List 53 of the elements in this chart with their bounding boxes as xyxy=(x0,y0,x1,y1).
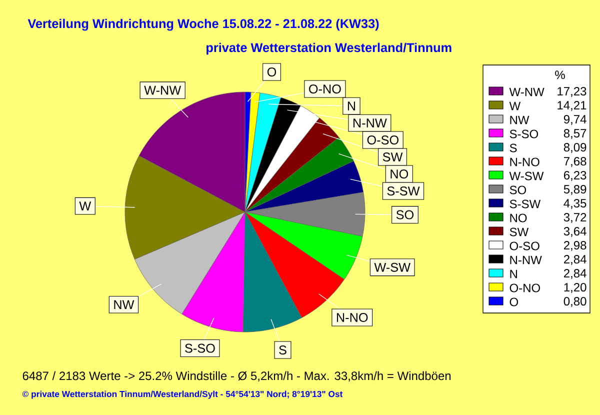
slice-label: S-SO xyxy=(185,344,215,353)
legend-label: O-NO xyxy=(510,284,540,292)
legend-label: SO xyxy=(510,186,526,194)
legend-label: O-SO xyxy=(510,242,540,250)
slice-label: S-SW xyxy=(387,186,420,196)
data-label: 14,21 xyxy=(558,101,586,111)
data-label: 8,09 xyxy=(564,143,586,153)
data-label: 2,98 xyxy=(564,241,586,251)
legend-label: W xyxy=(509,102,521,110)
chart-subtitle: private Wetterstation Westerland/Tinnum xyxy=(206,42,452,55)
legend-label: N-NW xyxy=(510,256,542,264)
data-label: 9,74 xyxy=(564,115,586,125)
data-label: 5,89 xyxy=(564,185,586,195)
slice-label: O-SO xyxy=(367,136,398,144)
slice-label: NO xyxy=(390,170,408,178)
slice-label: SO xyxy=(396,210,414,220)
legend-label: W-NW xyxy=(509,88,544,96)
legend-label: S-SO xyxy=(510,130,538,138)
data-label: 3,72 xyxy=(564,213,586,223)
slice-label: N xyxy=(348,102,356,110)
slice-label: O xyxy=(267,68,276,76)
data-label: 17,23 xyxy=(558,87,586,97)
data-label: 4,35 xyxy=(564,199,586,209)
data-label: 1,20 xyxy=(564,283,586,293)
slice-label: SW xyxy=(382,152,403,162)
legend-label: W-SW xyxy=(509,172,544,180)
text: © private Wetterstation Tinnum/Westerland/Sylt - 54°54'13" Nord; 8°19'13" Ost xyxy=(22,390,343,399)
slice-label: N-NO xyxy=(336,312,368,322)
slice-label: O-NO xyxy=(309,84,341,94)
data-label: 6,23 xyxy=(564,171,586,181)
data-label: 2,84 xyxy=(564,269,586,279)
legend-label: O xyxy=(510,298,518,306)
legend-label: NO xyxy=(510,214,527,222)
legend-label: N xyxy=(510,270,517,278)
legend-label: S-SW xyxy=(510,200,541,208)
data-label: 7,68 xyxy=(564,157,586,167)
slice-label: W-NW xyxy=(144,86,182,95)
legend-label: S xyxy=(510,144,517,152)
slice-label: S xyxy=(279,346,286,354)
legend-title: % xyxy=(555,70,565,80)
slice-label: W-SW xyxy=(374,262,410,272)
data-label: 8,57 xyxy=(564,129,586,139)
chart-title: Verteilung Windrichtung Woche 15.08.22 - 21.08.22 (KW33) xyxy=(28,18,379,31)
data-label: 2,84 xyxy=(564,255,586,265)
slice-label: W xyxy=(79,202,92,210)
data-label: 3,64 xyxy=(564,227,586,237)
legend-label: N-NO xyxy=(510,158,540,166)
slice-label: NW xyxy=(114,300,134,309)
data-label: 0,80 xyxy=(564,297,586,307)
text: 6487 / 2183 Werte -> 25.2% Windstille - Ø 5,2km/h - Max. 33,8km/h = Windböen xyxy=(22,371,451,382)
legend-label: NW xyxy=(510,116,530,124)
slice-label: N-NW xyxy=(353,118,387,128)
legend-label: SW xyxy=(510,228,529,236)
